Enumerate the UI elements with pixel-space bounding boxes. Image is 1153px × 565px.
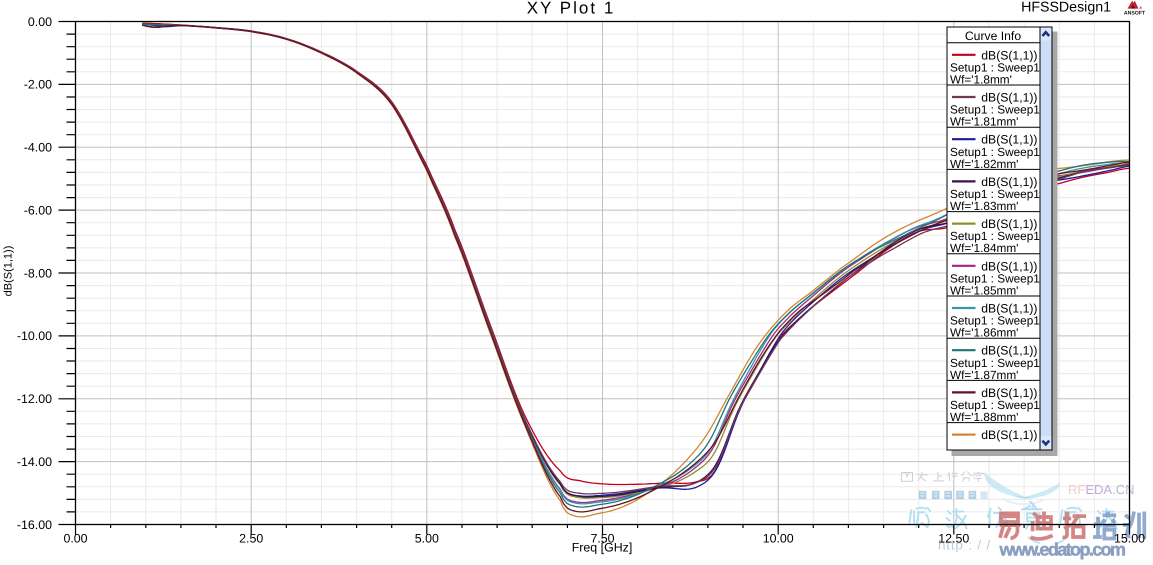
svg-text:www.edatop.com: www.edatop.com xyxy=(999,540,1126,560)
svg-text:Wf='1.88mm': Wf='1.88mm' xyxy=(950,410,1018,424)
svg-text:Setup1 : Sweep1: Setup1 : Sweep1 xyxy=(950,229,1040,243)
svg-text:RFEDA.CN: RFEDA.CN xyxy=(1068,482,1134,497)
svg-text:dB(S(1,1)): dB(S(1,1)) xyxy=(3,246,15,297)
svg-text:Freq [GHz]: Freq [GHz] xyxy=(572,541,633,555)
svg-text:HFSSDesign1: HFSSDesign1 xyxy=(1021,0,1111,16)
svg-text:dB(S(1,1)): dB(S(1,1)) xyxy=(981,344,1037,358)
svg-text:7.50: 7.50 xyxy=(590,532,614,546)
svg-text:Setup1 : Sweep1: Setup1 : Sweep1 xyxy=(950,60,1040,74)
svg-text:dB(S(1,1)): dB(S(1,1)) xyxy=(981,259,1037,273)
svg-text:Wf='1.83mm': Wf='1.83mm' xyxy=(950,199,1018,213)
svg-text:dB(S(1,1)): dB(S(1,1)) xyxy=(981,302,1037,316)
svg-text:dB(S(1,1)): dB(S(1,1)) xyxy=(981,386,1037,400)
svg-text:dB(S(1,1)): dB(S(1,1)) xyxy=(981,217,1037,231)
svg-text:12.50: 12.50 xyxy=(938,532,969,546)
svg-text:0.00: 0.00 xyxy=(63,532,87,546)
svg-text:Wf='1.87mm': Wf='1.87mm' xyxy=(950,368,1018,382)
svg-text:dB(S(1,1)): dB(S(1,1)) xyxy=(981,175,1037,189)
svg-text:Wf='1.84mm': Wf='1.84mm' xyxy=(950,241,1018,255)
svg-text:-14.00: -14.00 xyxy=(17,455,52,469)
svg-text:Wf='1.8mm': Wf='1.8mm' xyxy=(950,72,1012,86)
svg-text:-6.00: -6.00 xyxy=(24,203,52,217)
svg-text:-10.00: -10.00 xyxy=(17,329,52,343)
svg-text:0.00: 0.00 xyxy=(28,15,52,29)
svg-text:Wf='1.85mm': Wf='1.85mm' xyxy=(950,283,1018,297)
svg-text:Setup1 : Sweep1: Setup1 : Sweep1 xyxy=(950,187,1040,201)
svg-text:Curve Info: Curve Info xyxy=(965,29,1021,43)
svg-text:Setup1 : Sweep1: Setup1 : Sweep1 xyxy=(950,356,1040,370)
svg-text:2.50: 2.50 xyxy=(239,532,263,546)
svg-text:ANSOFT: ANSOFT xyxy=(1124,11,1146,17)
svg-text:15.00: 15.00 xyxy=(1114,532,1145,546)
svg-text:Wf='1.81mm': Wf='1.81mm' xyxy=(950,115,1018,129)
svg-text:Setup1 : Sweep1: Setup1 : Sweep1 xyxy=(950,145,1040,159)
svg-text:Wf='1.86mm': Wf='1.86mm' xyxy=(950,326,1018,340)
svg-text:Wf='1.82mm': Wf='1.82mm' xyxy=(950,157,1018,171)
svg-text:XY Plot 1: XY Plot 1 xyxy=(527,0,616,18)
svg-text:-4.00: -4.00 xyxy=(24,141,52,155)
svg-text:dB(S(1,1)): dB(S(1,1)) xyxy=(981,91,1037,105)
svg-text:http : / /: http : / / xyxy=(938,538,991,553)
svg-text:-16.00: -16.00 xyxy=(17,518,52,532)
svg-text:-12.00: -12.00 xyxy=(17,392,52,406)
svg-text:Setup1 : Sweep1: Setup1 : Sweep1 xyxy=(950,103,1040,117)
svg-text:-8.00: -8.00 xyxy=(24,266,52,280)
svg-text:dB(S(1,1)): dB(S(1,1)) xyxy=(981,428,1037,442)
svg-text:dB(S(1,1)): dB(S(1,1)) xyxy=(981,133,1037,147)
svg-text:Setup1 : Sweep1: Setup1 : Sweep1 xyxy=(950,314,1040,328)
svg-text:-2.00: -2.00 xyxy=(24,78,52,92)
svg-text:10.00: 10.00 xyxy=(763,532,794,546)
svg-text:5.00: 5.00 xyxy=(415,532,439,546)
svg-text:Setup1 : Sweep1: Setup1 : Sweep1 xyxy=(950,398,1040,412)
svg-text:Setup1 : Sweep1: Setup1 : Sweep1 xyxy=(950,271,1040,285)
svg-text:dB(S(1,1)): dB(S(1,1)) xyxy=(981,48,1037,62)
